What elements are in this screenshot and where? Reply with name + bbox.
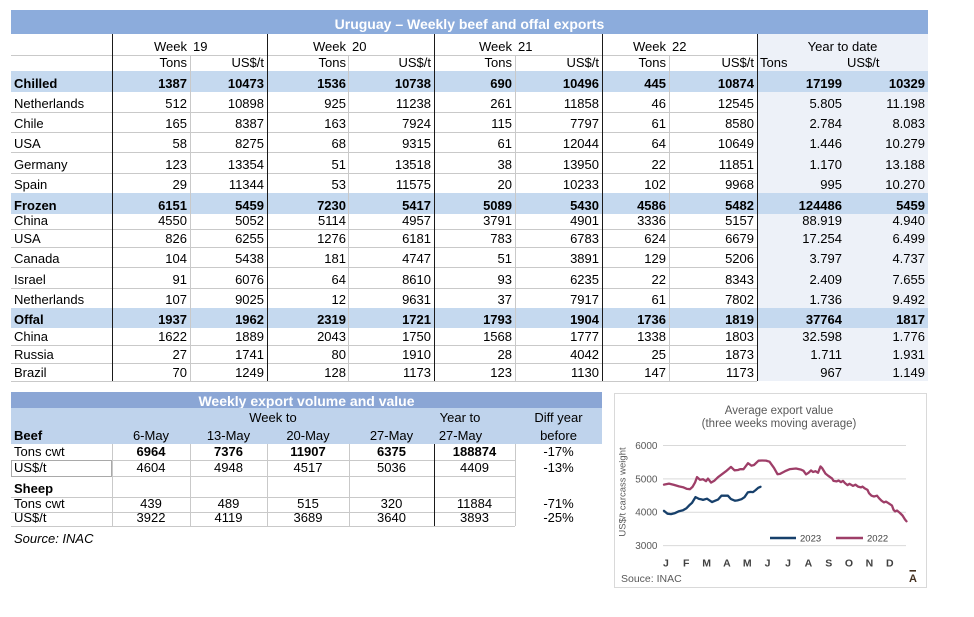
svg-text:5000: 5000 (635, 474, 658, 485)
svg-text:S: S (825, 558, 832, 570)
svg-text:J: J (785, 558, 791, 570)
svg-text:M: M (743, 558, 752, 570)
svg-text:4000: 4000 (635, 508, 658, 519)
svg-text:2023: 2023 (800, 534, 821, 545)
svg-text:N: N (866, 558, 874, 570)
svg-text:A: A (723, 558, 731, 570)
svg-text:F: F (683, 558, 690, 570)
svg-text:J: J (765, 558, 771, 570)
svg-text:D: D (886, 558, 894, 570)
svg-text:O: O (845, 558, 853, 570)
svg-text:A: A (805, 558, 813, 570)
svg-text:3000: 3000 (635, 541, 658, 552)
svg-text:(three weeks moving average): (three weeks moving average) (702, 418, 857, 430)
svg-text:6000: 6000 (635, 441, 658, 452)
svg-text:A: A (909, 573, 917, 585)
svg-text:Average export value: Average export value (725, 405, 833, 417)
svg-text:M: M (702, 558, 711, 570)
svg-text:2022: 2022 (867, 534, 888, 545)
svg-text:US$/t carcass weight: US$/t carcass weight (618, 447, 629, 537)
svg-text:Souce: INAC: Souce: INAC (621, 573, 682, 585)
svg-text:J: J (663, 558, 669, 570)
